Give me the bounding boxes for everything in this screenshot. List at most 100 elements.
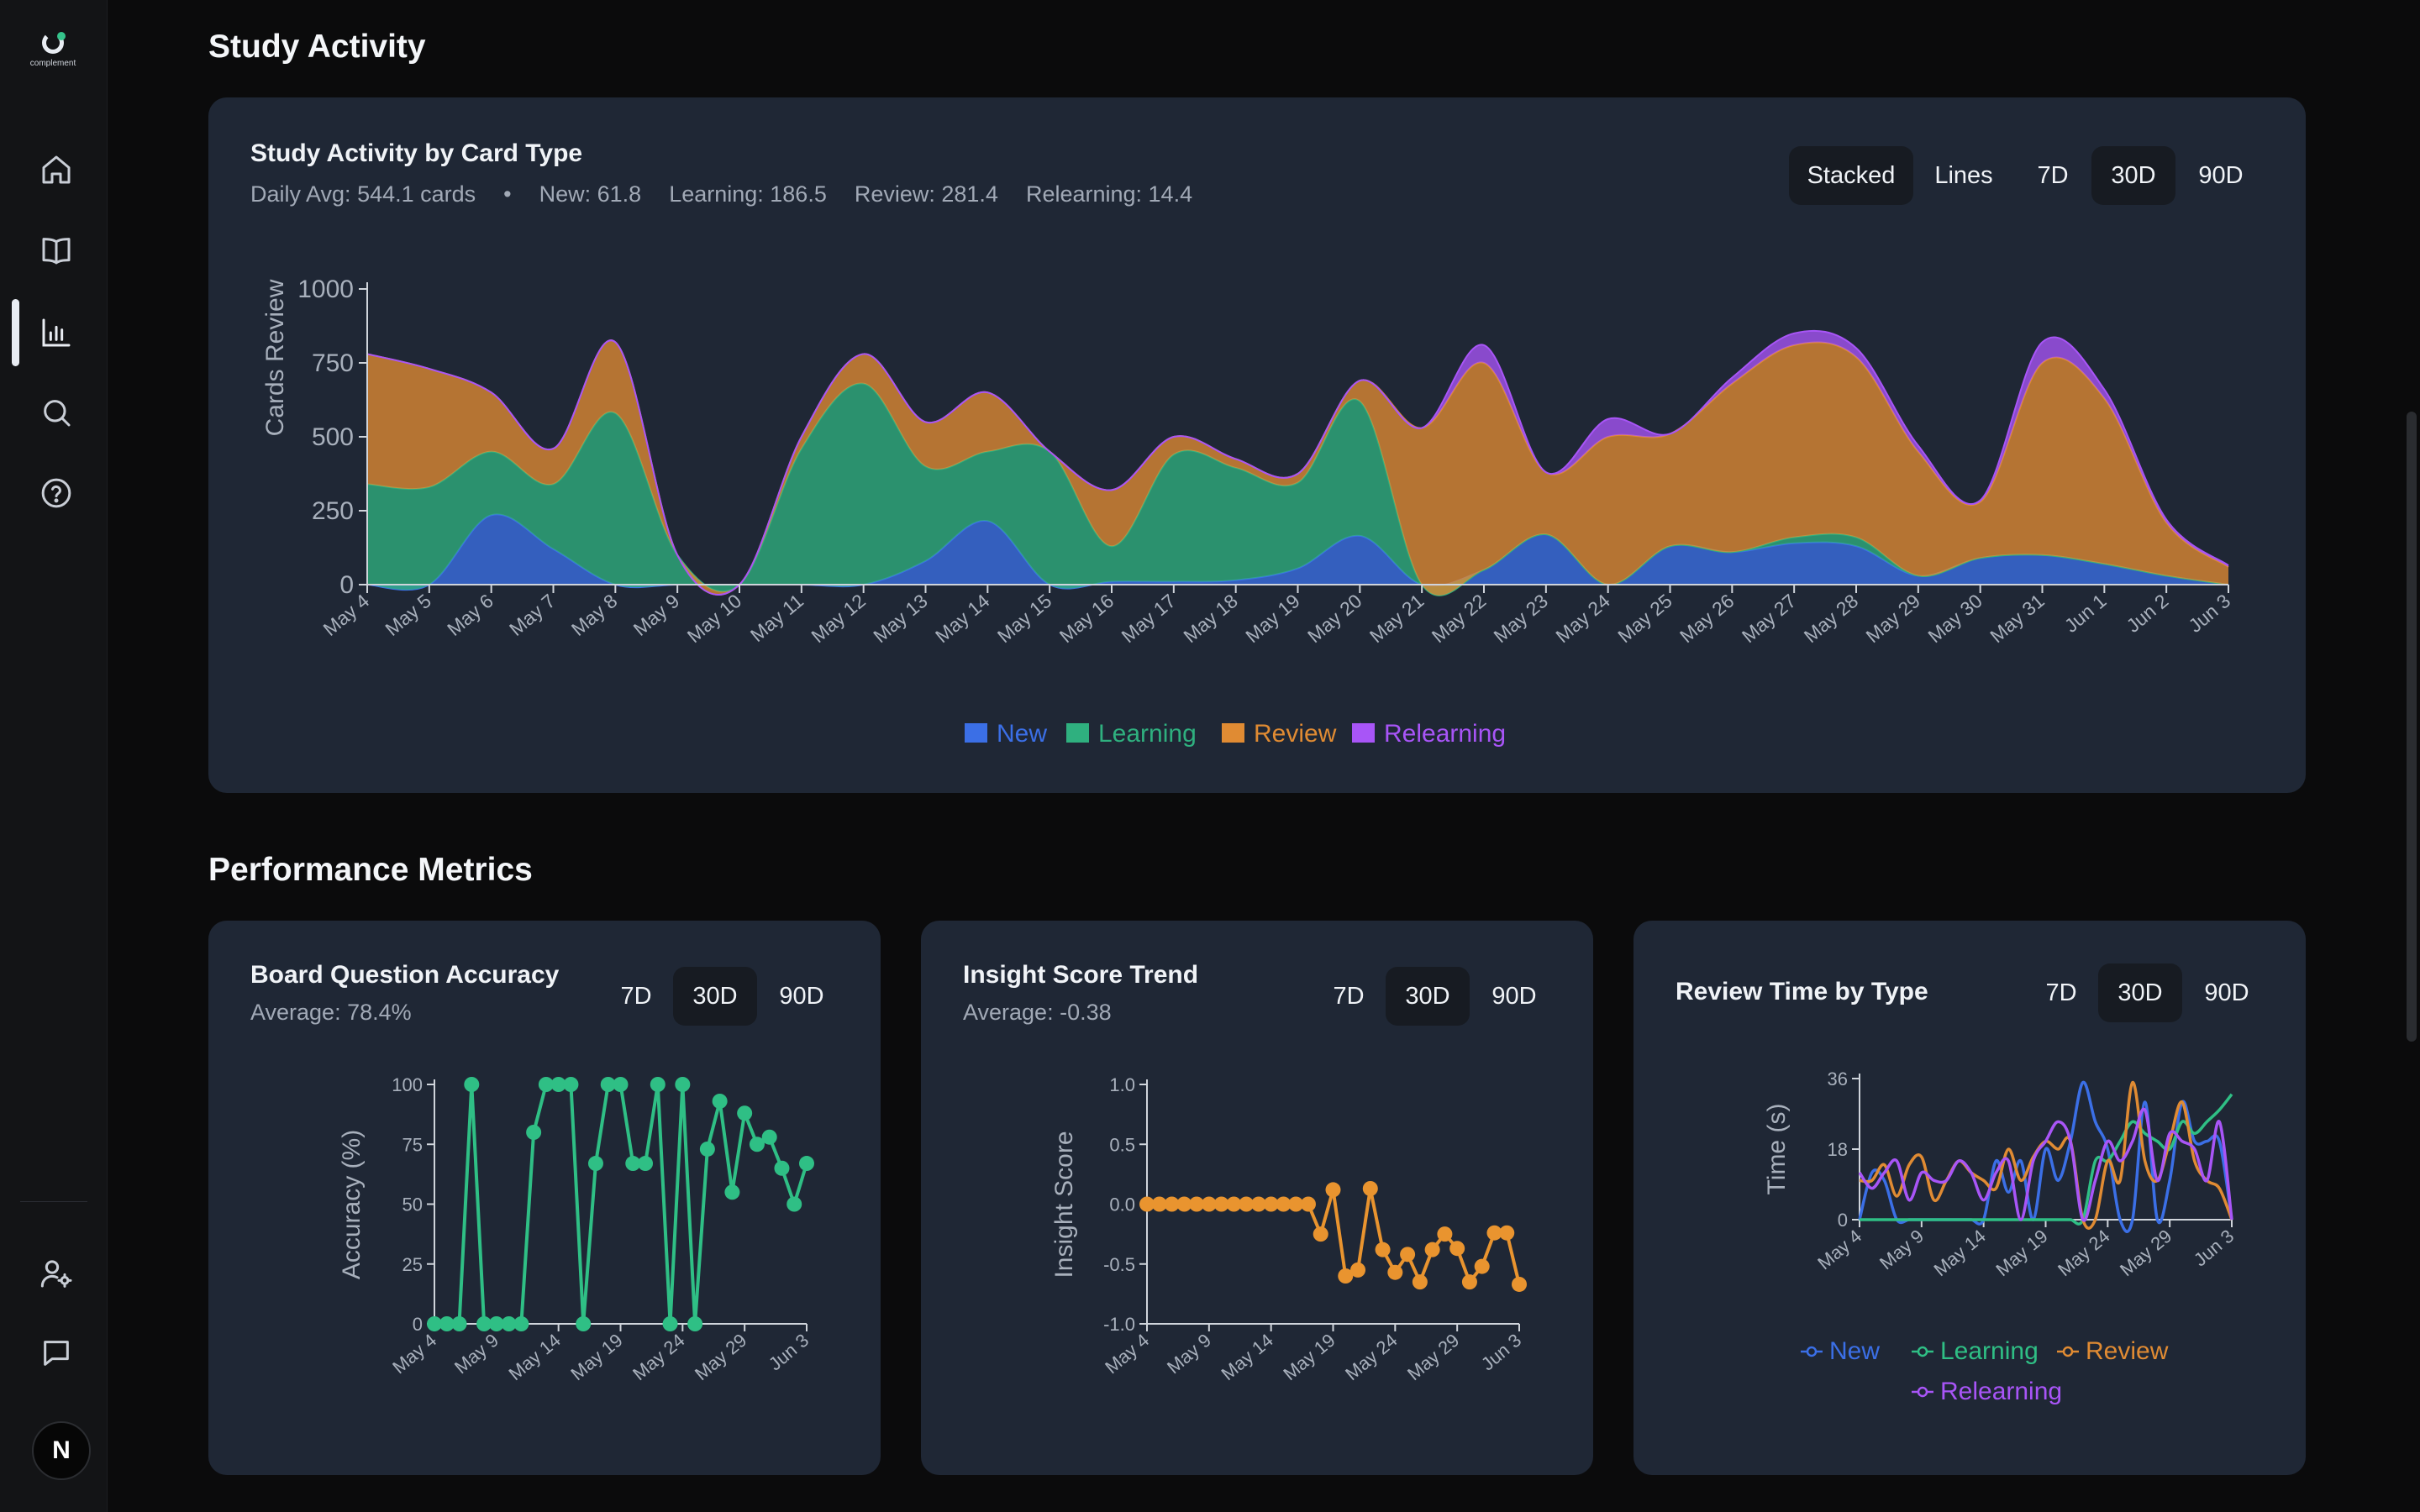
activity-stats: Daily Avg: 544.1 cards • New: 61.8 Learn… [250,181,1192,207]
x-tick-label: May 15 [993,590,1056,647]
data-point [1250,1196,1266,1212]
legend-marker-relearning [1917,1386,1928,1398]
x-tick-label: May 9 [450,1330,502,1378]
x-tick-label: May 16 [1055,590,1118,647]
user-avatar[interactable]: N [32,1421,91,1480]
data-point [576,1316,592,1331]
x-tick-label: May 14 [1218,1330,1277,1385]
data-point [724,1184,740,1200]
data-point [1276,1196,1292,1212]
page-scrollbar[interactable] [2407,412,2417,1042]
nav-home-button[interactable] [32,145,81,194]
data-point [1400,1247,1416,1263]
data-point [761,1129,777,1145]
data-point [687,1316,703,1331]
range-30d-button[interactable]: 30D [1386,967,1470,1026]
card-title: Board Question Accuracy [250,961,560,989]
x-tick-label: May 27 [1738,590,1801,647]
x-tick-label: May 26 [1676,590,1739,647]
data-point [550,1077,566,1092]
x-tick-label: May 23 [1490,590,1553,647]
nav-library-button[interactable] [32,226,81,275]
data-point [451,1316,467,1331]
card-title: Insight Score Trend [963,961,1199,989]
data-point [1387,1264,1403,1280]
data-point [1338,1268,1354,1284]
x-tick-label: May 10 [683,590,746,647]
y-tick-label: -1.0 [1103,1314,1135,1335]
data-point [1263,1196,1279,1212]
data-point [662,1316,678,1331]
account-settings-button[interactable] [32,1249,81,1298]
x-tick-label: May 28 [1800,590,1863,647]
x-tick-label: May 29 [691,1330,750,1385]
nav-help-button[interactable] [32,469,81,517]
brand-name: complement [29,59,76,68]
logo-mark-icon [42,32,64,54]
data-point [476,1316,492,1331]
x-tick-label: May 5 [381,590,435,640]
range-7d-button[interactable]: 7D [2037,161,2069,189]
range-90d-button[interactable]: 90D [2198,161,2244,189]
bar-chart-icon [42,318,71,347]
x-tick-label: May 9 [629,590,684,640]
search-icon [44,400,71,427]
range-90d-button[interactable]: 90D [2204,979,2249,1006]
data-point [699,1141,715,1157]
section-title-performance: Performance Metrics [208,852,533,888]
y-axis-label: Time (s) [1763,1104,1791,1195]
data-point [1437,1226,1453,1242]
data-point [799,1156,814,1172]
brand-logo[interactable]: complement [27,30,79,74]
y-axis-label: Accuracy (%) [338,1130,366,1279]
x-tick-label: May 7 [505,590,560,640]
y-tick-label: 0 [339,571,354,599]
mode-stacked-button[interactable]: Stacked [1789,146,1913,205]
x-tick-label: May 8 [567,590,622,640]
data-point [1412,1274,1428,1290]
x-tick-label: May 29 [2116,1226,2175,1281]
y-tick-label: 1.0 [1109,1074,1135,1095]
range-7d-button[interactable]: 7D [2045,979,2077,1006]
x-tick-label: May 22 [1428,590,1491,647]
series-line-learning [1860,1093,2233,1226]
x-tick-label: May 19 [1241,590,1304,647]
range-90d-button[interactable]: 90D [779,982,824,1010]
x-tick-label: May 29 [1403,1330,1463,1385]
legend-label-learning: Learning [1098,720,1197,748]
x-tick-label: May 14 [505,1330,565,1385]
range-30d-button[interactable]: 30D [2098,963,2182,1022]
legend-label-review: Review [1254,720,1337,748]
y-tick-label: 50 [402,1194,423,1215]
logo-dot-icon [57,32,66,40]
data-point [1139,1196,1155,1212]
range-7d-button[interactable]: 7D [1333,982,1365,1010]
range-7d-button[interactable]: 7D [620,982,652,1010]
x-tick-label: May 14 [931,590,994,648]
legend-swatch-review [1222,723,1244,743]
x-tick-label: Jun 3 [765,1330,813,1375]
new-average: New: 61.8 [539,181,642,207]
mode-lines-button[interactable]: Lines [1934,161,1993,189]
range-30d-button[interactable]: 30D [2091,146,2175,205]
x-tick-label: May 25 [1613,590,1676,647]
y-axis-label: Cards Review [261,279,289,436]
data-point [1226,1196,1242,1212]
x-tick-label: May 17 [1118,590,1181,647]
data-point [1189,1196,1205,1212]
study-activity-card: Study Activity by Card Type Daily Avg: 5… [208,97,2306,793]
y-tick-label: 0 [413,1314,423,1335]
feedback-button[interactable] [32,1329,81,1378]
data-point [650,1077,666,1092]
data-point [1239,1196,1255,1212]
nav-statistics-button[interactable] [32,308,81,357]
x-tick-label: May 12 [807,590,870,647]
nav-search-button[interactable] [32,388,81,437]
x-tick-label: May 20 [1303,590,1366,647]
data-point [427,1316,442,1331]
data-point [1474,1258,1490,1274]
range-90d-button[interactable]: 90D [1491,982,1537,1010]
range-30d-button[interactable]: 30D [673,967,757,1026]
y-tick-label: -0.5 [1103,1254,1135,1275]
